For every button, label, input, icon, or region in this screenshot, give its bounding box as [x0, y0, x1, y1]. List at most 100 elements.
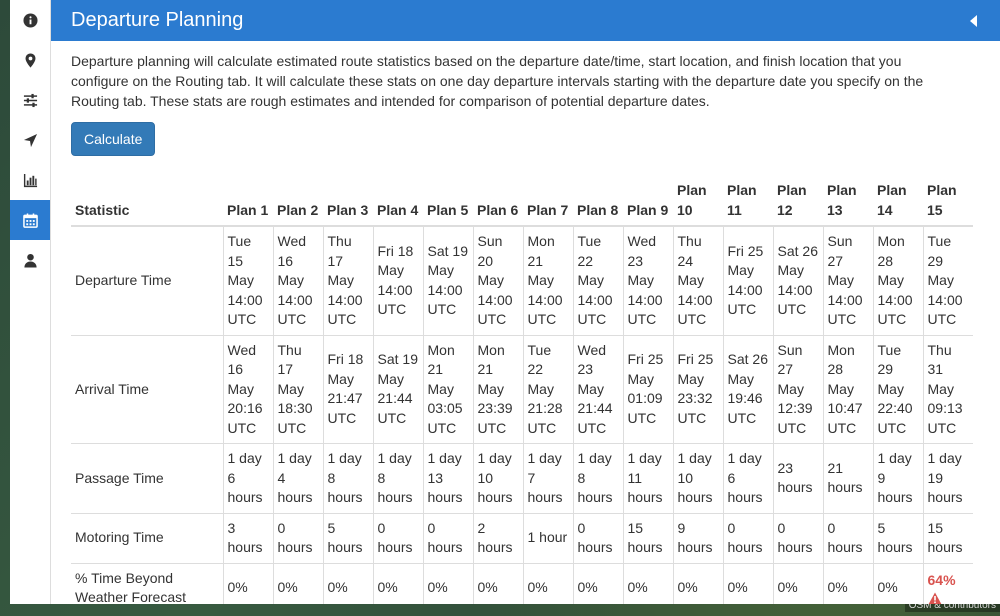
table-cell: Sat 26 May 19:46 UTC — [722, 334, 773, 444]
table-cell: Sat 19 May 21:44 UTC — [372, 334, 423, 444]
table-header-row: Statistic Plan 1 Plan 2 Plan 3 Plan 4 Pl… — [71, 176, 973, 227]
panel-header: Departure Planning — [51, 0, 1000, 41]
row-label: Motoring Time — [71, 512, 223, 563]
column-header-plan: Plan 7 — [523, 176, 573, 227]
table-cell: Sat 26 May 14:00 UTC — [772, 225, 823, 335]
table-row: Departure Time Tue 15 May 14:00 UTC Wed 16… — [71, 225, 973, 335]
table-cell: 0% — [572, 562, 623, 604]
map-marker-icon — [25, 52, 35, 68]
statistics-table: Statistic Plan 1 Plan 2 Plan 3 Plan 4 Pl… — [71, 176, 973, 604]
table-cell: 1 day 7 hours — [522, 443, 573, 513]
table-cell: 1 day 8 hours — [322, 443, 373, 513]
column-header-plan: Plan 13 — [823, 176, 873, 227]
column-header-plan: Plan 5 — [423, 176, 473, 227]
table-cell: Fri 25 May 14:00 UTC — [722, 225, 773, 335]
table-cell: 0% — [322, 562, 373, 604]
intro-text: Departure planning will calculate estima… — [71, 53, 924, 109]
table-cell: 0 hours — [422, 512, 473, 563]
sidebar-tab-charts[interactable] — [10, 160, 50, 200]
sliders-icon — [23, 93, 37, 107]
table-cell: Tue 22 May 14:00 UTC — [572, 225, 623, 335]
table-cell: 0% — [622, 562, 673, 604]
column-header-plan: Plan 8 — [573, 176, 623, 227]
sidebar-tab-departure-planning[interactable] — [10, 200, 50, 240]
column-header-plan: Plan 3 — [323, 176, 373, 227]
column-header-plan: Plan 11 — [723, 176, 773, 227]
table-cell: Tue 22 May 21:28 UTC — [522, 334, 573, 444]
column-header-plan: Plan 9 — [623, 176, 673, 227]
warning-value: 64% — [927, 571, 956, 588]
table-cell: 0 hours — [372, 512, 423, 563]
caret-left-icon[interactable] — [969, 14, 979, 27]
sidebar-tab-location[interactable] — [10, 40, 50, 80]
table-cell: Sun 27 May 14:00 UTC — [822, 225, 873, 335]
table-cell: 1 day 8 hours — [372, 443, 423, 513]
table-cell: 1 day 4 hours — [272, 443, 323, 513]
column-header-plan: Plan 15 — [923, 176, 973, 227]
table-cell: Mon 28 May 14:00 UTC — [872, 225, 923, 335]
row-label: % Time Beyond Weather Forecast — [71, 562, 223, 604]
user-icon — [23, 253, 37, 268]
table-body: Departure Time Tue 15 May 14:00 UTC Wed 16… — [71, 225, 973, 604]
table-cell: 0% — [772, 562, 823, 604]
table-cell: 1 day 19 hours — [922, 443, 973, 513]
table-cell: 0% — [522, 562, 573, 604]
table-cell: Fri 18 May 21:47 UTC — [322, 334, 373, 444]
table-cell: Fri 25 May 01:09 UTC — [622, 334, 673, 444]
table-row: Motoring Time 3 hours 0 hours 5 hours 0 hour… — [71, 512, 973, 563]
table-cell: 0 hours — [822, 512, 873, 563]
calendar-icon — [22, 212, 38, 228]
table-cell: 1 day 10 hours — [472, 443, 523, 513]
warning-icon — [928, 592, 941, 604]
column-header-plan: Plan 6 — [473, 176, 523, 227]
table-cell: 1 day 8 hours — [572, 443, 623, 513]
row-label: Arrival Time — [71, 334, 223, 444]
column-header-plan: Plan 12 — [773, 176, 823, 227]
table-row: % Time Beyond Weather Forecast 0% 0% 0% 0% 0%… — [71, 562, 973, 604]
column-header-plan: Plan 10 — [673, 176, 723, 227]
table-cell: Sun 20 May 14:00 UTC — [472, 225, 523, 335]
table-cell: 3 hours — [222, 512, 273, 563]
table-cell: 0% — [422, 562, 473, 604]
table-cell: 9 hours — [672, 512, 723, 563]
column-header-plan: Plan 14 — [873, 176, 923, 227]
table-cell: 0% — [222, 562, 273, 604]
table-cell: 21 hours — [822, 443, 873, 513]
table-cell: Tue 29 May 14:00 UTC — [922, 225, 973, 335]
table-cell: Sat 19 May 14:00 UTC — [422, 225, 473, 335]
table-cell: 15 hours — [922, 512, 973, 563]
navigation-arrow-icon — [23, 133, 37, 147]
table-cell: Tue 15 May 14:00 UTC — [222, 225, 273, 335]
table-cell: Wed 16 May 14:00 UTC — [272, 225, 323, 335]
row-label: Departure Time — [71, 225, 223, 335]
table-cell: 0% — [472, 562, 523, 604]
table-cell: 64% — [922, 562, 973, 604]
table-cell: 0% — [372, 562, 423, 604]
table-cell: 0 hours — [772, 512, 823, 563]
table-row: Arrival Time Wed 16 May 20:16 UTC Thu 17 M… — [71, 334, 973, 444]
table-cell: 0 hours — [572, 512, 623, 563]
sidebar-tab-account[interactable] — [10, 240, 50, 280]
sidebar-tab-routing[interactable] — [10, 120, 50, 160]
table-cell: Mon 21 May 23:39 UTC — [472, 334, 523, 444]
column-header-plan: Plan 2 — [273, 176, 323, 227]
sidebar — [10, 0, 51, 604]
table-cell: Wed 16 May 20:16 UTC — [222, 334, 273, 444]
calculate-button[interactable]: Calculate — [71, 122, 156, 156]
table-cell: Fri 18 May 14:00 UTC — [372, 225, 423, 335]
table-cell: Thu 17 May 14:00 UTC — [322, 225, 373, 335]
table-cell: 0 hours — [272, 512, 323, 563]
table-cell: 1 day 10 hours — [672, 443, 723, 513]
sidebar-tab-info[interactable] — [10, 0, 50, 40]
table-cell: Tue 29 May 22:40 UTC — [872, 334, 923, 444]
table-cell: Fri 25 May 23:32 UTC — [672, 334, 723, 444]
sidebar-tab-settings[interactable] — [10, 80, 50, 120]
column-header-statistic: Statistic — [71, 176, 223, 227]
table-cell: 1 day 13 hours — [422, 443, 473, 513]
table-row: Passage Time 1 day 6 hours 1 day 4 hours 1 … — [71, 443, 973, 513]
table-cell: Thu 24 May 14:00 UTC — [672, 225, 723, 335]
table-cell: 0% — [272, 562, 323, 604]
departure-planning-panel: Departure Planning Departure planning wi… — [51, 0, 1000, 604]
info-icon — [22, 12, 38, 28]
table-cell: 1 day 6 hours — [722, 443, 773, 513]
